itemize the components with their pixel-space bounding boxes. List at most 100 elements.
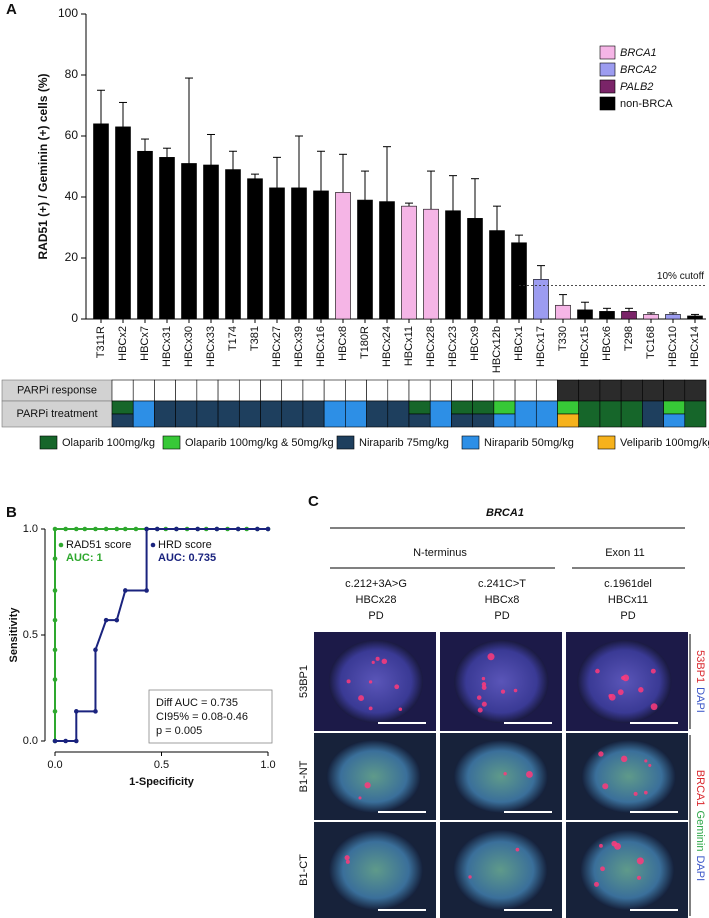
treatment-cell: [472, 400, 495, 415]
response-cell: [557, 379, 580, 402]
treatment-cell: [557, 413, 580, 428]
response-cell: [260, 379, 283, 402]
response-cell: [578, 379, 601, 402]
focus: [617, 689, 624, 696]
roc-point: [114, 617, 120, 623]
region-label: N-terminus: [413, 547, 467, 559]
channel-name: DAPI: [694, 855, 706, 881]
bar: [599, 311, 615, 320]
focus: [500, 689, 506, 694]
roc-point: [93, 709, 98, 714]
treatment-cell: [111, 413, 134, 428]
column-label: HBCx8: [485, 594, 520, 606]
treatment-cell: [663, 400, 686, 415]
stats-text: Diff AUC = 0.735: [156, 697, 238, 709]
x-tick-label: HBCx2: [117, 326, 129, 361]
auc-label: AUC: 0.735: [158, 552, 216, 564]
focus: [344, 855, 350, 861]
roc-point: [74, 709, 79, 714]
roc-point: [114, 526, 120, 532]
treatment-cell: [323, 400, 346, 428]
column-label: c.241C>T: [478, 578, 526, 590]
roc-point: [52, 677, 58, 682]
nucleus: [453, 829, 548, 911]
response-cell: [620, 379, 643, 402]
response-cell: [302, 379, 325, 402]
legend-swatch: [599, 96, 616, 111]
treatment-label: Niraparib 50mg/kg: [484, 437, 574, 449]
treatment-cell: [535, 400, 558, 428]
channel-label: 53BP1 DAPI: [694, 650, 706, 713]
response-cell: [642, 379, 664, 402]
treatment-cell: [132, 400, 155, 428]
legend-label: HRD score: [158, 539, 212, 551]
treatment-label: Olaparib 100mg/kg: [62, 437, 155, 449]
legend-label: RAD51 score: [66, 539, 131, 551]
roc-point: [63, 738, 68, 744]
focus: [636, 875, 642, 880]
roc-line: [55, 528, 268, 742]
treatment-swatch: [39, 435, 58, 450]
treatment-cell: [196, 400, 219, 428]
treatment-cell: [451, 400, 473, 415]
roc-point: [52, 588, 58, 593]
row-label: 53BP1: [298, 665, 310, 698]
channel-name: DAPI: [694, 687, 706, 713]
gene-label: BRCA1: [486, 507, 524, 519]
x-tick-label: T298: [623, 326, 635, 351]
channel-name: Geminin: [694, 811, 706, 852]
focus: [526, 771, 533, 778]
focus: [394, 684, 400, 690]
y-tick-label: 20: [65, 250, 79, 264]
treatment-cell: [217, 400, 240, 428]
focus: [358, 695, 365, 702]
response-cell: [429, 379, 452, 402]
bar: [555, 304, 571, 320]
bar: [511, 242, 527, 320]
micrograph: [566, 632, 688, 731]
x-tick-label: HBCx16: [315, 326, 327, 367]
region-label: Exon 11: [605, 547, 645, 559]
focus: [594, 881, 599, 887]
response-cell: [345, 379, 367, 402]
x-tick-label: HBCx15: [579, 326, 591, 367]
focus: [650, 668, 656, 674]
nucleus: [328, 829, 424, 911]
roc-point: [93, 526, 98, 532]
focus: [644, 790, 648, 795]
x-tick-label: HBCx27: [271, 326, 283, 367]
focus: [513, 688, 518, 693]
focus: [481, 685, 487, 690]
legend-dot: [150, 542, 156, 548]
bar: [159, 157, 175, 320]
treatment-cell: [451, 413, 473, 428]
row-label: PARPi treatment: [16, 408, 97, 420]
treatment-cell: [642, 400, 664, 428]
bar: [93, 123, 109, 320]
column-label: c.212+3A>G: [345, 578, 407, 590]
treatment-cell: [238, 400, 261, 428]
y-tick-label: 80: [65, 67, 79, 81]
roc-point: [52, 709, 58, 714]
channel-name: BRCA1: [694, 770, 706, 807]
micrograph: [314, 822, 436, 918]
x-tick-label: HBCx24: [381, 326, 393, 367]
treatment-swatch: [461, 435, 480, 450]
x-tick-label: HBCx7: [139, 326, 151, 361]
nucleus: [326, 739, 421, 814]
roc-point: [52, 526, 58, 532]
bar: [467, 218, 483, 320]
response-cell: [132, 379, 155, 402]
bar: [247, 178, 263, 320]
column-label: HBCx28: [356, 594, 397, 606]
panel-letter: A: [6, 1, 17, 18]
focus: [364, 782, 371, 789]
focus: [602, 783, 609, 790]
x-tick-label: HBCx8: [337, 326, 349, 361]
y-tick-label: 100: [58, 6, 78, 20]
y-tick-label: 40: [65, 189, 79, 203]
focus: [375, 656, 380, 661]
treatment-cell: [557, 400, 580, 415]
focus: [611, 840, 618, 847]
